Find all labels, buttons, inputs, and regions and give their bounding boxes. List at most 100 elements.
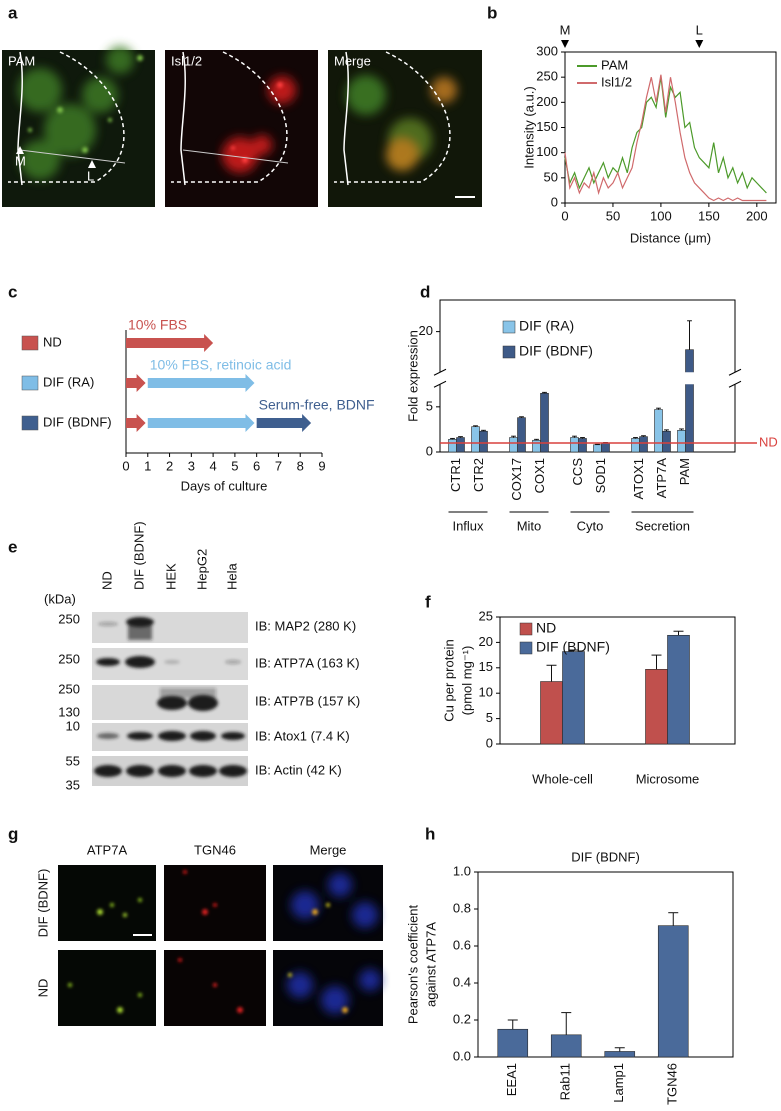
segment-label: 10% FBS, retinoic acid [150,357,292,373]
mw-marker: 55 [66,753,80,768]
panel-label: g [8,824,18,843]
y-axis-label: Intensity (a.u.) [521,86,536,168]
column-title: Merge [310,842,347,857]
x-tick-label: CTR1 [448,458,463,492]
bar [532,439,541,453]
y-axis-label: against ATP7A [423,922,438,1007]
blot-label: IB: Actin (42 K) [255,762,342,777]
bar [662,430,671,453]
bar [601,442,610,453]
legend-label: DIF (BDNF) [536,639,610,655]
x-axis-label: Distance (μm) [630,230,711,245]
mw-marker: 35 [66,777,80,792]
y-axis-label: Fold expression [405,330,420,422]
panel-label: b [487,3,497,22]
y-tick-label: 0.4 [453,974,471,989]
blot-label: IB: ATP7B (157 K) [255,693,360,708]
culture-arrow [147,374,255,392]
x-tick-label: 2 [166,458,173,473]
column-title: TGN46 [194,842,236,857]
bar [570,437,579,453]
blot-label: IB: MAP2 (280 K) [255,618,356,633]
legend-label: Isl1/2 [601,74,632,89]
y-tick-label: 5 [426,398,433,413]
x-tick-label: Whole-cell [532,771,593,786]
legend-label: PAM [601,57,628,72]
x-tick-label: CTR2 [471,458,486,492]
marker-label: L [87,168,94,183]
x-tick-label: 6 [253,458,260,473]
y-tick-label: 5 [486,710,493,725]
chart-title: DIF (BDNF) [571,849,640,864]
panel-label: h [425,824,435,843]
legend-label: DIF (RA) [519,318,574,334]
x-tick-label: 7 [275,458,282,473]
culture-arrow [126,334,214,352]
x-tick-label: 50 [606,208,620,223]
column-title: ATP7A [87,842,128,857]
x-tick-label: 0 [122,458,129,473]
image-title: Isl1/2 [171,53,202,68]
y-tick-label: 250 [536,69,558,84]
x-tick-label: Lamp1 [611,1063,626,1103]
row-title: DIF (BDNF) [35,869,50,938]
y-tick-label: 1.0 [453,863,471,878]
x-tick-label: 9 [318,458,325,473]
lane-label: DIF (BDNF) [131,521,146,590]
axis-break-mark [433,380,447,388]
x-tick-label: 200 [746,208,768,223]
bar [677,430,686,453]
x-tick-label: 150 [698,208,720,223]
bar [639,436,648,453]
x-tick-label: ATP7A [654,458,669,499]
mw-marker: 250 [58,681,80,696]
bar [685,349,694,453]
x-tick-label: PAM [677,458,692,485]
y-tick-label: 300 [536,43,558,58]
marker-label: M [560,22,571,37]
row-label: ND [43,334,62,349]
bar [604,1051,636,1058]
bar [456,437,465,453]
blot-label: IB: Atox1 (7.4 K) [255,728,350,743]
legend-label: DIF (BDNF) [519,343,593,359]
image-title: PAM [8,53,35,68]
culture-arrow [147,414,255,432]
legend-swatch [519,622,533,636]
bar [667,634,690,745]
x-tick-label: 8 [297,458,304,473]
legend-label: ND [536,620,556,636]
bar [657,925,689,1058]
culture-arrow [126,414,146,432]
y-tick-label: 15 [479,659,493,674]
bar [448,439,457,453]
group-label: Cyto [577,518,604,533]
axis-break-mark [728,380,742,388]
x-tick-label: CCS [570,458,585,486]
bar [471,426,480,453]
panel-label: c [8,282,17,301]
marker-label: L [696,22,703,37]
panel-label: f [425,592,431,611]
y-tick-label: 0.8 [453,900,471,915]
lane-label: Hela [224,562,239,590]
marker-label: M [15,153,26,168]
y-tick-label: 0.2 [453,1011,471,1026]
bar [562,651,585,745]
legend-swatch [502,320,516,334]
x-tick-label: ATOX1 [631,458,646,499]
mw-marker: 250 [58,651,80,666]
bar [593,444,602,453]
series-line [564,77,767,194]
mw-marker: 130 [58,704,80,719]
lane-label: HepG2 [194,549,209,590]
axis-break-mark [728,368,742,376]
axis-break-mark [433,368,447,376]
y-tick-label: 20 [479,634,493,649]
x-tick-label: Rab11 [558,1063,573,1100]
y-tick-label: 0 [551,194,558,209]
y-tick-label: 50 [544,169,558,184]
y-tick-label: 20 [419,323,433,338]
row-swatch [21,335,39,351]
